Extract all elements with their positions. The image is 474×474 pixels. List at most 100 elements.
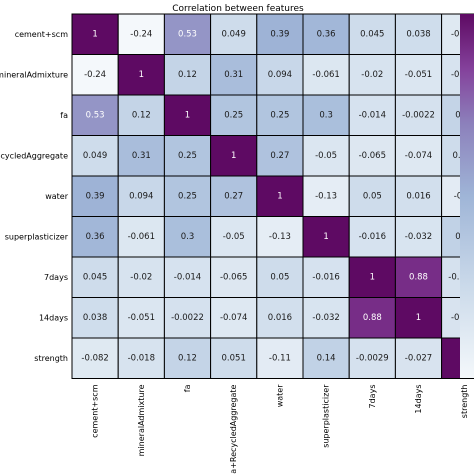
- row-label: cement+scm: [15, 30, 69, 39]
- cell-value-label: 0.88: [363, 313, 382, 323]
- cell-value-label: 0.36: [317, 29, 336, 39]
- row-labels: cement+scm mineralAdmixture fa caRecycledAg…: [0, 30, 69, 363]
- column-label: 7days: [368, 385, 377, 409]
- heatmap-cell: [302, 297, 350, 339]
- cell-value-label: -0.065: [359, 151, 386, 161]
- cell-value-label: -0.13: [315, 191, 337, 201]
- heatmap-cell: [348, 256, 396, 298]
- heatmap-cell: [348, 297, 396, 339]
- cell-value-label: 1: [277, 191, 282, 201]
- cell-value-label: 0.27: [224, 191, 243, 201]
- column-label: ca+RecycledAggregate: [229, 384, 238, 474]
- row-label: 14days: [39, 313, 68, 322]
- heatmap-cell: [210, 337, 258, 379]
- cell-value-label: 0.05: [270, 272, 289, 282]
- heatmap-cell: [256, 94, 304, 136]
- heatmap-cell: [71, 216, 119, 258]
- cell-value-label: 0.39: [86, 191, 105, 201]
- cell-value-label: 0.016: [268, 313, 292, 323]
- heatmap-cell: [71, 256, 119, 298]
- cell-value-label: 0.038: [83, 313, 107, 323]
- cell-value-label: 0.049: [222, 29, 246, 39]
- row-label: mineralAdmixture: [0, 70, 68, 79]
- heatmap-cell: [394, 54, 443, 96]
- heatmap-cell: [394, 216, 443, 258]
- cell-value-label: -0.082: [81, 353, 108, 363]
- heatmap-cell: [256, 216, 304, 258]
- heatmap-cell: [210, 94, 258, 136]
- cell-value-label: 1: [92, 29, 97, 39]
- cell-value-label: 1: [139, 70, 144, 80]
- cell-value-label: -0.24: [130, 29, 152, 39]
- cell-value-label: -0.11: [269, 353, 291, 363]
- heatmap-cell: [256, 297, 304, 339]
- cell-value-label: 0.14: [317, 353, 336, 363]
- cell-value-label: -0.13: [269, 232, 291, 242]
- cell-value-label: -0.0022: [402, 110, 435, 120]
- cell-value-label: -0.061: [128, 232, 155, 242]
- column-label: superplasticizer: [322, 384, 331, 448]
- cell-value-label: 0.53: [178, 29, 197, 39]
- cell-value-label: 0.049: [83, 151, 107, 161]
- cell-value-label: 0.31: [132, 151, 151, 161]
- heatmap-cell: [117, 13, 165, 55]
- cell-value-label: 0.05: [363, 191, 382, 201]
- cell-value-label: -0.074: [405, 151, 432, 161]
- cell-value-label: 1: [370, 272, 375, 282]
- cell-value-label: -0.0022: [171, 313, 204, 323]
- heatmap-cell: [163, 175, 212, 217]
- heatmap-cell: [210, 297, 258, 339]
- cell-value-label: 0.25: [178, 151, 197, 161]
- heatmap-cell: [71, 13, 119, 55]
- cell-value-label: 0.038: [406, 29, 430, 39]
- cell-value-label: -0.065: [220, 272, 247, 282]
- heatmap-cell: [302, 337, 350, 379]
- cell-value-label: 0.25: [270, 110, 289, 120]
- cell-value-label: 0.12: [178, 70, 197, 80]
- column-label: 14days: [414, 385, 423, 414]
- heatmap-cell: [163, 337, 212, 379]
- heatmap-cell: [348, 175, 396, 217]
- row-label: fa: [60, 111, 68, 120]
- cell-value-label: 0.12: [178, 353, 197, 363]
- cell-value-label: -0.074: [220, 313, 247, 323]
- cell-value-label: -0.027: [405, 353, 432, 363]
- heatmap-cell: [117, 337, 165, 379]
- row-label: water: [45, 192, 69, 201]
- cell-value-label: 0.31: [224, 70, 243, 80]
- heatmap-cell: [302, 175, 350, 217]
- heatmap-cell: [71, 94, 119, 136]
- cell-value-label: 0.88: [409, 272, 428, 282]
- cell-value-label: -0.24: [84, 70, 106, 80]
- heatmap-cell: [71, 297, 119, 339]
- heatmap-cell: [71, 337, 119, 379]
- cell-value-label: 0.36: [86, 232, 105, 242]
- row-label: strength: [34, 354, 68, 363]
- heatmap-cell: [302, 216, 350, 258]
- cell-value-label: 0.25: [224, 110, 243, 120]
- chart-title: Correlation between features: [172, 4, 304, 14]
- cell-value-label: -0.05: [315, 151, 337, 161]
- heatmap-cell: [71, 135, 119, 177]
- row-label: 7days: [44, 273, 68, 282]
- cell-value-label: 0.045: [360, 29, 384, 39]
- cell-value-label: -0.016: [312, 272, 339, 282]
- heatmap-cell: [210, 175, 258, 217]
- column-label: cement+scm: [91, 384, 100, 438]
- heatmap-cell: [348, 337, 396, 379]
- cell-value-label: -0.0029: [356, 353, 389, 363]
- cell-value-label: 0.39: [270, 29, 289, 39]
- cell-value-label: -0.016: [359, 232, 386, 242]
- cell-value-label: 0.051: [222, 353, 246, 363]
- heatmap-cell: [71, 54, 119, 96]
- colorbar: [460, 14, 474, 378]
- cell-value-label: -0.032: [312, 313, 339, 323]
- column-label: fa: [183, 384, 192, 392]
- heatmap-cell: [256, 337, 304, 379]
- cell-value-label: -0.018: [128, 353, 155, 363]
- cell-value-label: 0.094: [268, 70, 292, 80]
- heatmap-cell: [117, 94, 165, 136]
- cell-value-label: -0.061: [312, 70, 339, 80]
- cell-value-label: 1: [323, 232, 328, 242]
